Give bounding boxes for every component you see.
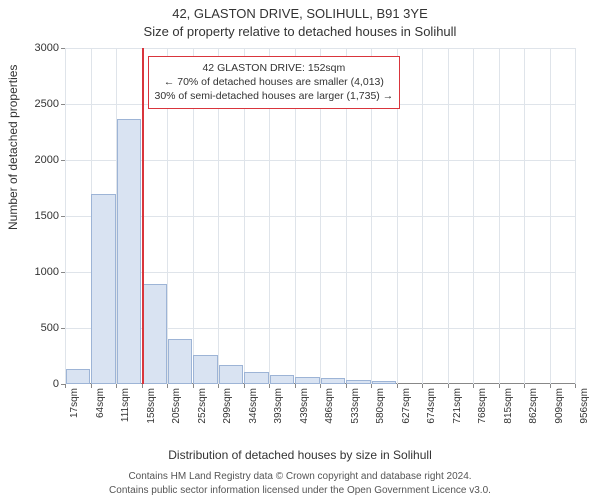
histogram-bar — [91, 194, 116, 384]
histogram-bar — [372, 381, 397, 384]
x-tick-label: 580sqm — [375, 388, 386, 424]
histogram-bar — [66, 369, 91, 384]
histogram-bar — [270, 375, 295, 384]
x-tick-label: 205sqm — [171, 388, 182, 424]
x-tick-label: 627sqm — [401, 388, 412, 424]
y-tick-mark — [61, 48, 65, 49]
x-tick-label: 909sqm — [554, 388, 565, 424]
x-tick-label: 956sqm — [579, 388, 590, 424]
x-tick-label: 674sqm — [426, 388, 437, 424]
x-tick-label: 17sqm — [69, 388, 80, 418]
plot-area: 17sqm64sqm111sqm158sqm205sqm252sqm299sqm… — [65, 48, 575, 384]
y-tick-label: 0 — [19, 378, 59, 390]
x-axis-label: Distribution of detached houses by size … — [0, 448, 600, 462]
x-tick-mark — [142, 384, 143, 388]
y-tick-label: 1000 — [19, 266, 59, 278]
x-tick-mark — [193, 384, 194, 388]
histogram-bar — [346, 380, 371, 384]
x-tick-mark — [218, 384, 219, 388]
chart: 17sqm64sqm111sqm158sqm205sqm252sqm299sqm… — [65, 48, 575, 408]
histogram-bar — [142, 284, 167, 384]
x-tick-label: 64sqm — [95, 388, 106, 418]
footer-copyright-2: Contains public sector information licen… — [0, 485, 600, 496]
y-tick-label: 2000 — [19, 154, 59, 166]
x-tick-mark — [524, 384, 525, 388]
x-tick-mark — [346, 384, 347, 388]
x-tick-mark — [575, 384, 576, 388]
x-tick-mark — [65, 384, 66, 388]
x-tick-mark — [371, 384, 372, 388]
y-axis-label: Number of detached properties — [6, 65, 20, 230]
x-tick-mark — [499, 384, 500, 388]
title-address: 42, GLASTON DRIVE, SOLIHULL, B91 3YE — [0, 6, 600, 21]
y-tick-label: 3000 — [19, 42, 59, 54]
histogram-bar — [295, 377, 320, 384]
histogram-bar — [168, 339, 193, 384]
x-tick-label: 393sqm — [273, 388, 284, 424]
title-description: Size of property relative to detached ho… — [0, 24, 600, 39]
x-tick-label: 346sqm — [248, 388, 259, 424]
y-tick-mark — [61, 104, 65, 105]
y-tick-label: 2500 — [19, 98, 59, 110]
y-tick-mark — [61, 160, 65, 161]
y-tick-label: 1500 — [19, 210, 59, 222]
x-tick-mark — [448, 384, 449, 388]
footer-copyright-1: Contains HM Land Registry data © Crown c… — [0, 471, 600, 482]
gridline-v — [575, 48, 576, 384]
x-tick-mark — [116, 384, 117, 388]
x-tick-label: 862sqm — [528, 388, 539, 424]
x-tick-label: 111sqm — [120, 388, 131, 422]
x-tick-mark — [397, 384, 398, 388]
y-tick-mark — [61, 384, 65, 385]
x-tick-label: 158sqm — [146, 388, 157, 424]
x-tick-label: 721sqm — [452, 388, 463, 424]
y-tick-label: 500 — [19, 322, 59, 334]
reference-line — [142, 48, 144, 384]
page: 42, GLASTON DRIVE, SOLIHULL, B91 3YE Siz… — [0, 0, 600, 500]
x-tick-label: 815sqm — [503, 388, 514, 424]
x-tick-label: 299sqm — [222, 388, 233, 424]
histogram-bar — [321, 378, 346, 384]
histogram-bar — [117, 119, 142, 384]
x-tick-mark — [269, 384, 270, 388]
x-tick-mark — [550, 384, 551, 388]
x-tick-mark — [91, 384, 92, 388]
annotation-line-2: ← 70% of detached houses are smaller (4,… — [155, 75, 394, 89]
y-tick-mark — [61, 216, 65, 217]
x-tick-mark — [295, 384, 296, 388]
histogram-bar — [244, 372, 269, 384]
x-tick-label: 439sqm — [299, 388, 310, 424]
annotation-line-1: 42 GLASTON DRIVE: 152sqm — [155, 61, 394, 75]
x-tick-mark — [167, 384, 168, 388]
histogram-bar — [193, 355, 218, 384]
x-tick-label: 768sqm — [477, 388, 488, 424]
y-tick-mark — [61, 272, 65, 273]
x-tick-label: 533sqm — [350, 388, 361, 424]
x-tick-mark — [244, 384, 245, 388]
y-tick-mark — [61, 328, 65, 329]
x-tick-mark — [422, 384, 423, 388]
x-tick-mark — [320, 384, 321, 388]
annotation-line-3: 30% of semi-detached houses are larger (… — [155, 89, 394, 103]
x-tick-label: 486sqm — [324, 388, 335, 424]
histogram-bar — [219, 365, 244, 384]
x-tick-label: 252sqm — [197, 388, 208, 424]
x-tick-mark — [473, 384, 474, 388]
annotation-box: 42 GLASTON DRIVE: 152sqm← 70% of detache… — [148, 56, 401, 109]
